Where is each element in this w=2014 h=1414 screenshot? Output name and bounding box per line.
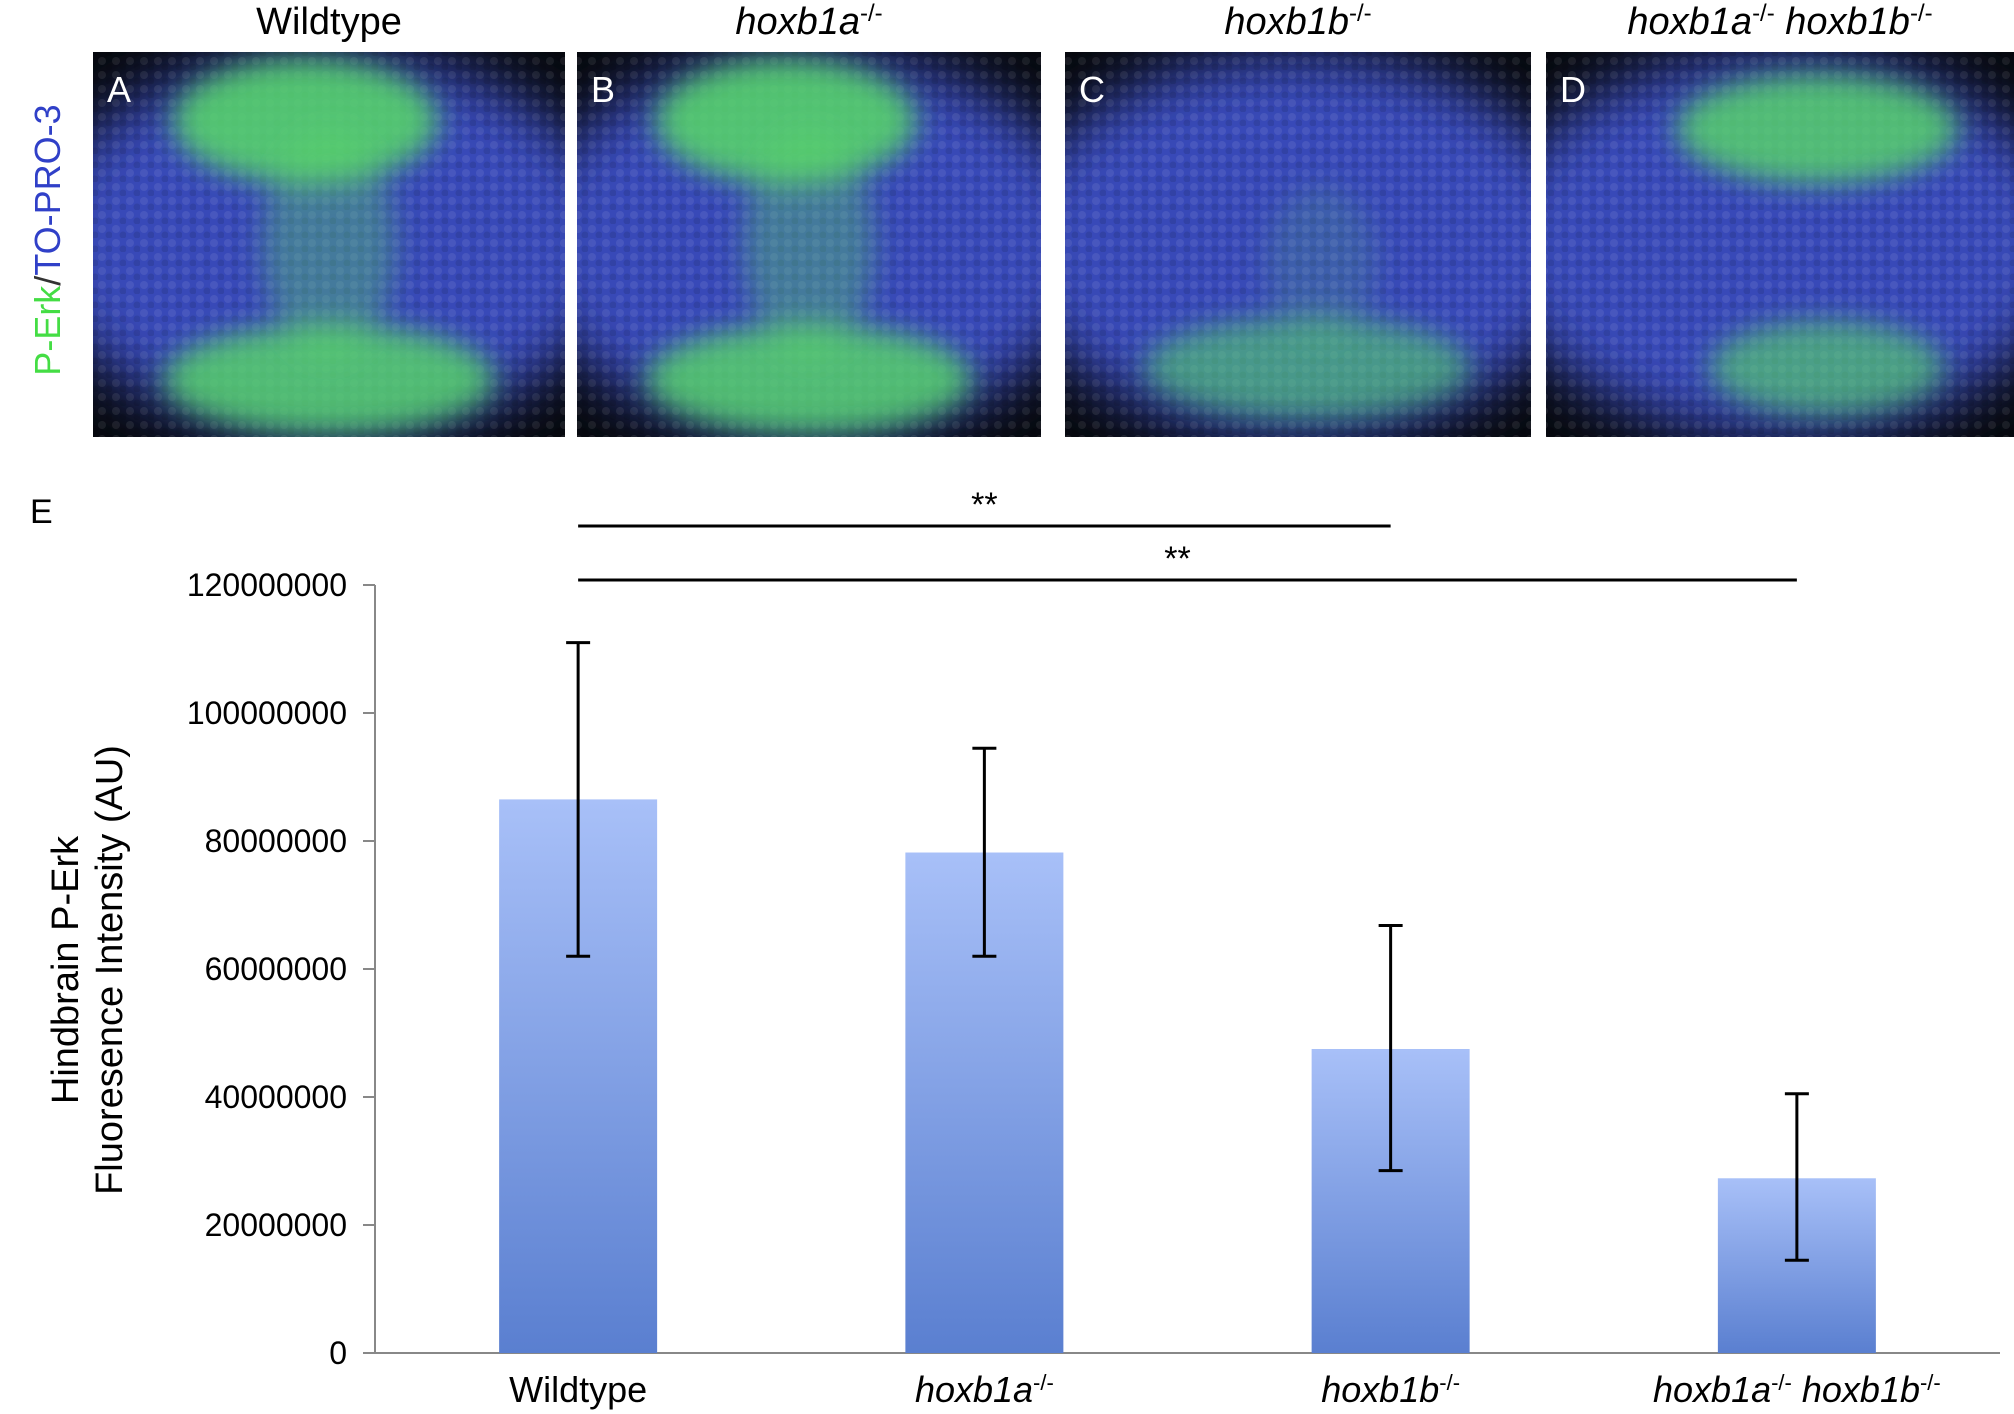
blue-stain-label: TO-PRO-3: [27, 104, 68, 275]
perk-signal: [173, 59, 438, 183]
y-tick-label: 60000000: [205, 951, 347, 987]
label-part: hoxb1a: [915, 1369, 1033, 1410]
perk-signal: [1144, 317, 1471, 418]
label-part: hoxb1b: [1224, 1, 1349, 43]
panel-letter: B: [591, 69, 615, 110]
x-axis-labels: Wildtype hoxb1a-/- hoxb1b-/- hoxb1a-/- hoxb…: [509, 1369, 1941, 1410]
micrograph-title: hoxb1a-/-: [735, 0, 882, 43]
label-part: -/-: [1771, 1370, 1792, 1395]
x-category-label: hoxb1a-/-: [915, 1369, 1054, 1410]
label-part: -/-: [1439, 1370, 1460, 1395]
y-tick-label: 0: [329, 1335, 347, 1371]
panel-letter: C: [1079, 69, 1105, 110]
label-part: hoxb1a: [1653, 1369, 1771, 1410]
y-axis-label-line2: Fluoresence Intensity (AU): [89, 745, 131, 1195]
micrograph-title: hoxb1b-/-: [1224, 0, 1371, 43]
micrograph-title: hoxb1a-/- hoxb1b-/-: [1627, 0, 1932, 43]
panel-letter: D: [1560, 69, 1586, 110]
perk-signal: [744, 129, 874, 360]
y-axis: 0 20000000 40000000 60000000 80000000 1000000…: [187, 567, 2000, 1371]
significance-label: **: [1164, 540, 1190, 578]
label-part: hoxb1b: [1792, 1369, 1920, 1410]
y-tick-label: 40000000: [205, 1079, 347, 1115]
label-part: -/-: [1349, 0, 1372, 27]
label-separator: /: [27, 276, 68, 286]
bars: [499, 799, 1876, 1353]
label-part: hoxb1a: [1627, 1, 1752, 43]
label-part: Wildtype: [509, 1369, 647, 1410]
micrograph-title: Wildtype: [256, 1, 402, 43]
y-axis-label-line1: Hindbrain P-Erk: [45, 835, 87, 1104]
micrograph-panel-a: A Wildtype: [93, 1, 565, 437]
label-part: -/-: [860, 0, 883, 27]
tissue-image: [1546, 52, 2014, 437]
label-part: -/-: [1910, 0, 1933, 27]
label-part: hoxb1a: [735, 1, 860, 43]
panel-letter: A: [107, 69, 131, 110]
tissue-image: [1065, 52, 1531, 437]
x-category-label: hoxb1a-/- hoxb1b-/-: [1653, 1369, 1941, 1410]
bar-chart: 0 20000000 40000000 60000000 80000000 1000000…: [45, 486, 2000, 1410]
green-stain-label: P-Erk: [27, 285, 68, 376]
label-part: hoxb1b: [1775, 1, 1910, 43]
perk-signal: [1265, 186, 1378, 341]
label-part: hoxb1b: [1321, 1369, 1439, 1410]
panel-e-label: E: [30, 493, 53, 531]
label-part: Wildtype: [256, 1, 402, 43]
label-part: -/-: [1752, 0, 1775, 27]
micrograph-row: AWildtypeBhoxb1a-/-Choxb1b-/-Dhoxb1a-/- …: [93, 0, 2014, 437]
stain-legend-label: P-Erk/TO-PRO-3: [27, 104, 68, 375]
perk-signal: [262, 129, 396, 360]
label-part: -/-: [1920, 1370, 1941, 1395]
perk-signal: [1677, 75, 1958, 183]
significance-label: **: [971, 486, 997, 524]
y-tick-label: 120000000: [187, 567, 347, 603]
perk-signal: [655, 59, 916, 183]
y-tick-label: 100000000: [187, 695, 347, 731]
tissue-image: [577, 52, 1041, 437]
significance-brackets: ** **: [578, 486, 1797, 582]
label-part: -/-: [1033, 1370, 1054, 1395]
perk-signal: [163, 325, 495, 434]
tissue-image: [93, 52, 565, 437]
x-category-label: Wildtype: [509, 1369, 647, 1410]
error-bars: [566, 641, 1809, 1262]
y-tick-label: 20000000: [205, 1207, 347, 1243]
y-tick-label: 80000000: [205, 823, 347, 859]
perk-signal: [646, 325, 972, 434]
x-category-label: hoxb1b-/-: [1321, 1369, 1460, 1410]
perk-signal: [1709, 321, 1944, 414]
